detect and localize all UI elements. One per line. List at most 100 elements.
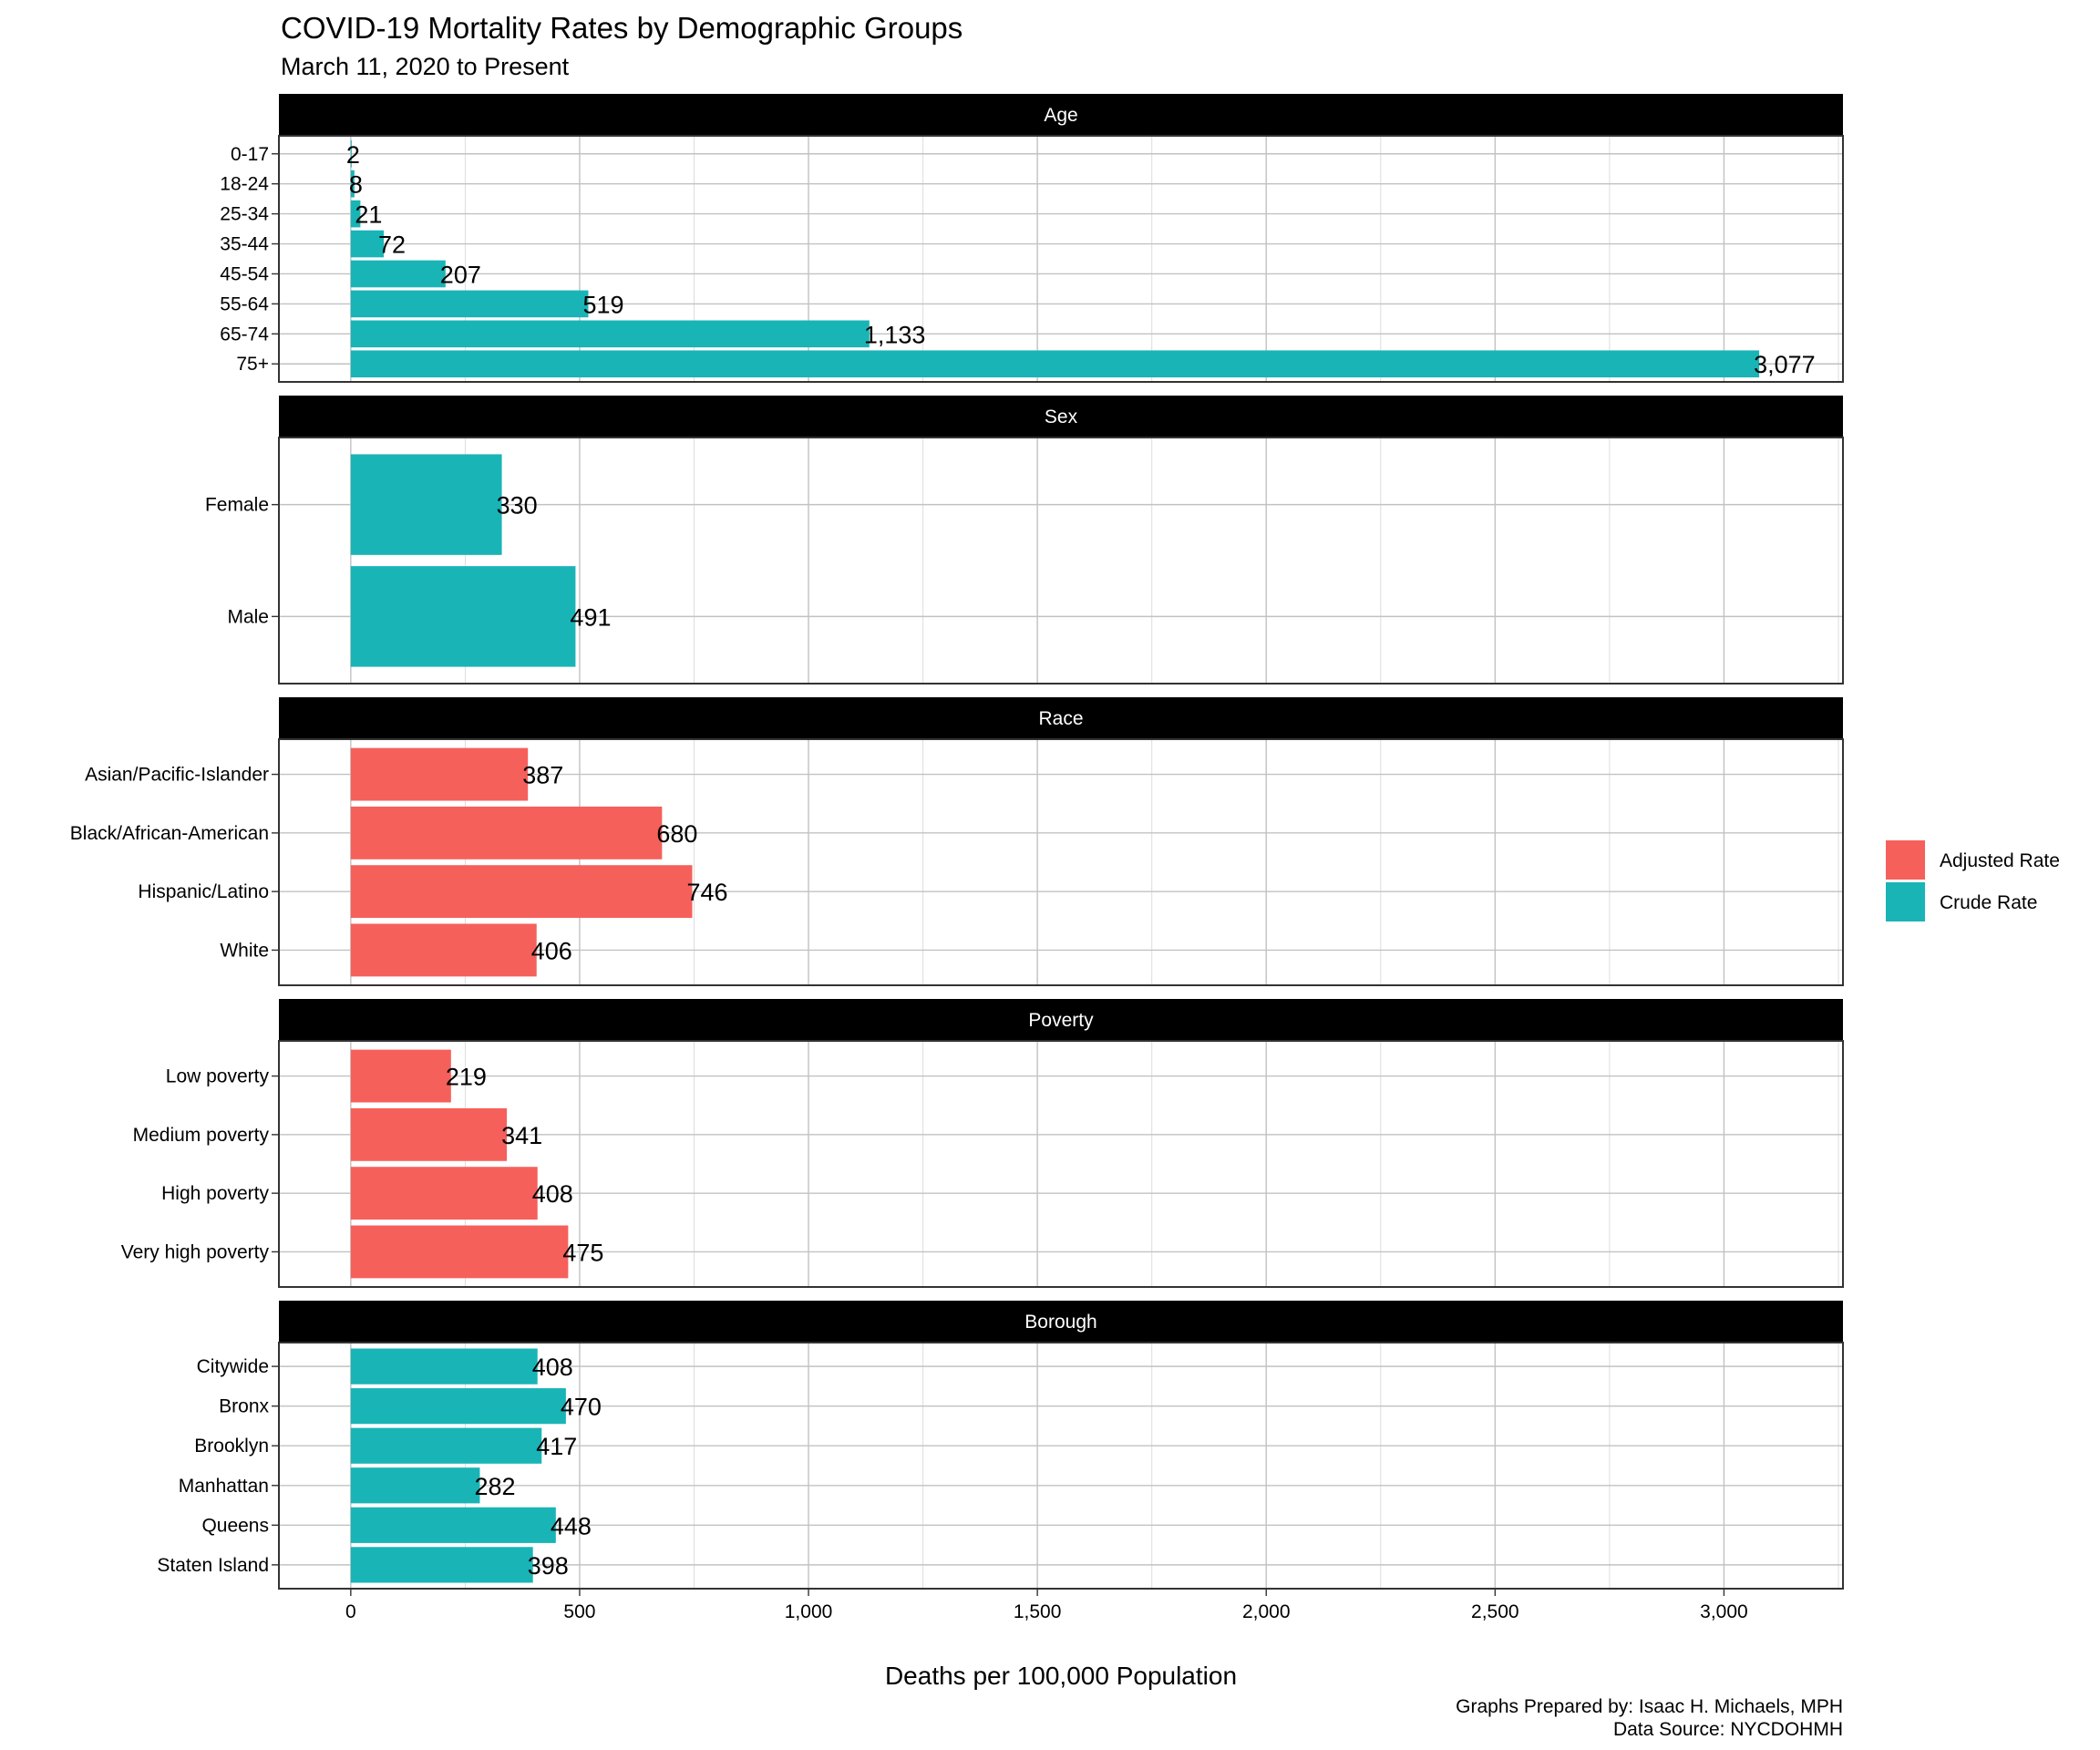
data-label: 21 (355, 201, 382, 229)
data-label: 387 (522, 762, 563, 789)
y-tick-label: Female (205, 495, 269, 516)
bar-sex-1 (350, 566, 576, 667)
bar-poverty-1 (350, 1107, 508, 1161)
caption-prepared-by: Graphs Prepared by: Isaac H. Michaels, M… (1456, 1696, 1843, 1717)
data-label: 72 (378, 232, 406, 259)
facet-strip (279, 697, 1843, 739)
y-tick-label: Low poverty (166, 1066, 270, 1087)
data-label: 491 (570, 603, 611, 631)
facet-sex: Sex Female Male 330 491 (205, 396, 1844, 685)
y-tick-label: 18-24 (220, 174, 269, 195)
facet-strip-label: Age (1044, 105, 1077, 126)
x-axis-title: Deaths per 100,000 Population (885, 1662, 1237, 1690)
x-axis: 0 500 1,000 1,500 2,000 2,500 3,000 (345, 1589, 1748, 1622)
data-label: 475 (562, 1239, 603, 1266)
y-tick-label: 45-54 (220, 263, 269, 284)
bar-borough-3 (350, 1467, 480, 1504)
y-tick-label: 0-17 (231, 144, 269, 165)
data-label: 398 (528, 1552, 569, 1580)
bar-poverty-0 (350, 1049, 451, 1103)
data-label: 408 (532, 1180, 573, 1208)
bar-age-4 (350, 260, 446, 288)
bar-borough-2 (350, 1427, 542, 1464)
facet-strip (279, 396, 1843, 438)
y-tick-label: White (220, 940, 269, 961)
bar-age-1 (350, 170, 355, 198)
y-tick-label: Brooklyn (194, 1436, 269, 1457)
bar-race-2 (350, 865, 693, 919)
facet-borough: Borough Citywide Bronx Brooklyn Manhattan Que… (157, 1301, 1844, 1590)
panel-background (279, 739, 1843, 985)
x-tick-label: 1,000 (785, 1601, 833, 1622)
y-tick-label: Citywide (197, 1356, 269, 1377)
facet-panels: Age 0-17 18-24 25-34 35-44 45-54 55-64 65-74 75+… (70, 94, 1844, 1590)
facet-race: Race Asian/Pacific-Islander Black/African-… (70, 697, 1844, 986)
data-label: 417 (536, 1433, 577, 1460)
panel-border (278, 135, 1844, 383)
facet-strip-label: Sex (1045, 407, 1078, 427)
bar-age-5 (350, 290, 589, 318)
data-label: 470 (561, 1394, 602, 1421)
bar-poverty-3 (350, 1225, 569, 1279)
chart-title: COVID-19 Mortality Rates by Demographic … (281, 11, 962, 45)
y-tick-label: Black/African-American (70, 823, 269, 844)
legend-label: Adjusted Rate (1940, 850, 2060, 871)
data-label: 341 (501, 1122, 542, 1149)
data-label: 207 (440, 261, 481, 288)
data-label: 448 (551, 1512, 592, 1539)
bar-borough-0 (350, 1348, 538, 1385)
bar-race-3 (350, 923, 537, 977)
data-label: 2 (346, 141, 360, 169)
y-tick-label: Very high poverty (121, 1241, 270, 1262)
bar-race-0 (350, 747, 529, 801)
bar-poverty-2 (350, 1167, 538, 1220)
y-tick-label: 55-64 (220, 293, 269, 314)
bar-age-7 (350, 350, 1760, 378)
y-tick-label: Queens (201, 1515, 269, 1536)
facet-strip (279, 94, 1843, 136)
y-tick-label: High poverty (161, 1183, 269, 1204)
x-tick-label: 0 (345, 1601, 356, 1622)
legend-key-adjusted-rate (1886, 840, 1925, 880)
y-tick-label: Medium poverty (133, 1125, 270, 1146)
data-label: 219 (446, 1064, 487, 1091)
y-tick-label: Asian/Pacific-Islander (85, 765, 269, 786)
y-tick-label: Staten Island (157, 1555, 269, 1576)
y-tick-label: Hispanic/Latino (138, 881, 269, 902)
y-tick-label: Manhattan (179, 1476, 269, 1497)
y-tick-label: 25-34 (220, 204, 269, 225)
facet-strip-label: Race (1038, 708, 1083, 729)
bar-race-1 (350, 806, 663, 860)
panel-border (278, 437, 1844, 685)
bar-borough-4 (350, 1507, 556, 1543)
facet-strip-label: Borough (1024, 1312, 1096, 1333)
panel-border (278, 1342, 1844, 1590)
facet-age: Age 0-17 18-24 25-34 35-44 45-54 55-64 65-74 75+… (220, 94, 1844, 383)
bar-age-6 (350, 320, 870, 348)
bar-borough-1 (350, 1388, 566, 1425)
data-label: 746 (686, 879, 727, 906)
legend: Adjusted Rate Crude Rate (1886, 840, 2060, 921)
facet-strip (279, 999, 1843, 1041)
data-label: 519 (582, 291, 623, 318)
bar-age-2 (350, 200, 361, 228)
x-tick-label: 1,500 (1014, 1601, 1062, 1622)
legend-key-crude-rate (1886, 882, 1925, 921)
bar-age-3 (350, 230, 385, 258)
data-label: 282 (474, 1473, 515, 1500)
y-tick-label: Bronx (219, 1396, 269, 1417)
data-label: 680 (656, 820, 697, 848)
x-tick-label: 500 (563, 1601, 595, 1622)
data-label: 408 (532, 1354, 573, 1381)
caption-data-source: Data Source: NYCDOHMH (1613, 1719, 1843, 1740)
legend-label: Crude Rate (1940, 892, 2037, 913)
y-tick-label: 65-74 (220, 324, 269, 345)
panel-border (278, 738, 1844, 986)
data-label: 406 (531, 937, 572, 964)
x-tick-label: 2,500 (1471, 1601, 1519, 1622)
x-tick-label: 2,000 (1242, 1601, 1291, 1622)
data-label: 3,077 (1754, 351, 1816, 378)
facet-poverty: Poverty Low poverty Medium poverty High pov… (121, 999, 1844, 1288)
facet-strip-label: Poverty (1028, 1010, 1094, 1031)
